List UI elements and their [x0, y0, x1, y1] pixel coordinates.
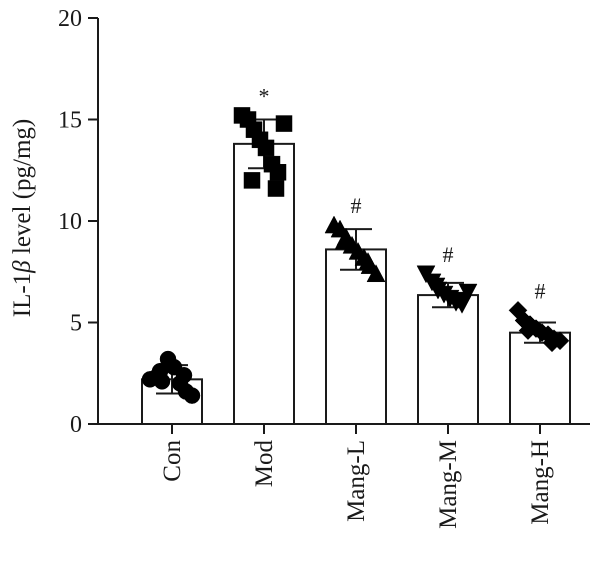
significance-Mang-M: #	[443, 242, 454, 267]
point-Mang-M-10	[450, 291, 470, 310]
y-axis-label: IL-1β level (pg/mg)	[9, 119, 36, 318]
x-tick-label-Mod: Mod	[251, 440, 278, 488]
significance-Mang-L: #	[351, 193, 362, 218]
x-tick-label-Mang-L: Mang-L	[343, 440, 370, 522]
point-Mod-8	[275, 115, 293, 132]
x-axis: Con Mod Mang-L Mang-M Mang-H	[98, 423, 590, 529]
bars-group	[141, 142, 571, 426]
x-tick-label-Mang-M: Mang-M	[435, 440, 462, 529]
y-tick-label-0: 0	[70, 412, 82, 438]
bar-Mod	[233, 142, 295, 426]
point-Mod-10	[267, 180, 285, 197]
point-Mod-7	[269, 164, 287, 181]
y-axis: 0 5 10 15 20	[58, 6, 99, 438]
y-tick-label-5: 5	[70, 311, 82, 337]
points-group	[141, 107, 570, 404]
point-Con-9	[151, 362, 169, 380]
point-Mang-H-10	[542, 333, 562, 353]
point-Con-8	[183, 387, 201, 404]
significance-Mod: *	[259, 83, 270, 108]
bar-Mang-M	[417, 294, 479, 425]
y-tick-label-10: 10	[58, 209, 82, 235]
point-Mang-L-10	[358, 252, 378, 270]
x-tick-label-Con: Con	[159, 440, 186, 482]
significance-Mang-H: #	[535, 278, 546, 303]
point-Mod-9	[243, 172, 261, 189]
point-Mod-5	[257, 139, 275, 157]
x-tick-label-Mang-H: Mang-H	[527, 440, 554, 525]
point-Mang-L-8	[366, 264, 386, 283]
y-tick-label-20: 20	[58, 6, 82, 32]
point-Con-10	[175, 367, 193, 384]
point-Mang-L-9	[334, 231, 354, 250]
point-Mang-H-9	[518, 321, 538, 340]
point-Mang-M-9	[426, 277, 446, 296]
significance-group: * # # #	[259, 83, 546, 303]
y-tick-label-15: 15	[58, 108, 82, 134]
